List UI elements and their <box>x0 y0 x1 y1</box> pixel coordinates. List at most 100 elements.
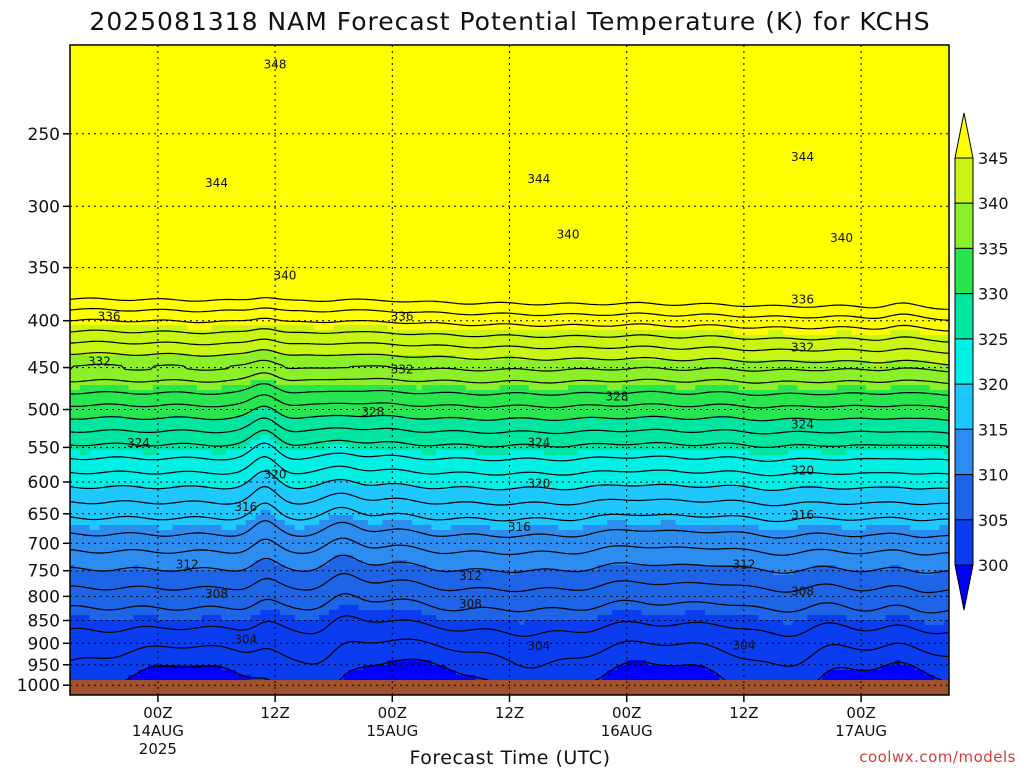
band-cell <box>104 575 110 581</box>
band-cell <box>104 70 110 76</box>
band-cell <box>250 135 257 141</box>
band-cell <box>148 190 154 196</box>
band-cell <box>128 125 135 131</box>
band-cell <box>157 580 164 586</box>
band-cell <box>113 670 120 676</box>
band-cell <box>187 670 193 676</box>
band-cell <box>74 245 81 251</box>
band-cell <box>74 135 81 141</box>
band-cell <box>182 305 188 311</box>
band-cell <box>211 270 218 276</box>
band-cell <box>74 285 81 291</box>
band-cell <box>172 465 179 471</box>
band-cell <box>245 115 252 121</box>
band-cell <box>138 245 144 251</box>
band-cell <box>138 660 144 666</box>
band-cell <box>211 515 218 521</box>
band-cell <box>192 285 198 291</box>
band-cell <box>182 130 188 136</box>
band-cell <box>196 420 203 426</box>
band-cell <box>74 405 81 411</box>
band-cell <box>182 140 188 146</box>
band-cell <box>167 520 174 526</box>
band-cell <box>128 50 135 56</box>
band-cell <box>70 230 76 236</box>
band-cell <box>196 655 203 661</box>
band-cell <box>70 635 76 641</box>
band-cell <box>172 620 179 626</box>
band-cell <box>84 245 91 251</box>
band-cell <box>89 320 96 326</box>
band-cell <box>153 335 159 341</box>
band-cell <box>162 655 169 661</box>
band-cell <box>109 565 115 571</box>
band-cell <box>245 130 252 136</box>
band-cell <box>250 85 257 91</box>
band-cell <box>236 490 242 496</box>
band-cell <box>201 545 208 551</box>
band-cell <box>177 260 183 266</box>
band-cell <box>192 120 198 126</box>
band-cell <box>211 220 218 226</box>
band-cell <box>162 165 169 171</box>
band-cell <box>153 220 159 226</box>
band-cell <box>182 350 188 356</box>
band-cell <box>245 590 252 596</box>
band-cell <box>245 150 252 156</box>
band-cell <box>231 360 237 366</box>
band-cell <box>206 245 213 251</box>
band-cell <box>148 60 154 66</box>
band-cell <box>177 95 183 101</box>
band-cell <box>148 75 154 81</box>
band-cell <box>172 200 179 206</box>
band-cell <box>211 605 218 611</box>
band-cell <box>99 325 105 331</box>
band-cell <box>128 635 135 641</box>
band-cell <box>113 75 120 81</box>
band-cell <box>245 210 252 216</box>
band-cell <box>177 425 183 431</box>
band-cell <box>157 485 164 491</box>
band-cell <box>79 530 86 536</box>
band-cell <box>113 655 120 661</box>
band-cell <box>113 60 120 66</box>
band-cell <box>104 90 110 96</box>
band-cell <box>148 520 154 526</box>
band-cell <box>221 290 227 296</box>
band-cell <box>211 415 218 421</box>
band-cell <box>133 140 139 146</box>
band-cell <box>201 405 208 411</box>
band-cell <box>231 200 237 206</box>
band-cell <box>118 430 125 436</box>
band-cell <box>70 115 76 121</box>
band-cell <box>226 85 232 91</box>
band-cell <box>153 480 159 486</box>
band-cell <box>162 420 169 426</box>
band-cell <box>172 540 179 546</box>
band-cell <box>148 200 154 206</box>
band-cell <box>196 435 203 441</box>
band-cell <box>201 415 208 421</box>
band-cell <box>89 140 96 146</box>
band-cell <box>162 90 169 96</box>
band-cell <box>89 270 96 276</box>
band-cell <box>113 455 120 461</box>
band-cell <box>143 535 149 541</box>
band-cell <box>128 560 135 566</box>
band-cell <box>70 295 76 301</box>
band-cell <box>157 535 164 541</box>
band-cell <box>240 300 247 306</box>
band-cell <box>84 70 91 76</box>
band-cell <box>99 70 105 76</box>
band-cell <box>231 240 237 246</box>
band-cell <box>84 205 91 211</box>
band-cell <box>99 310 105 316</box>
band-cell <box>148 115 154 121</box>
band-cell <box>94 135 100 141</box>
band-cell <box>99 665 105 671</box>
band-cell <box>113 165 120 171</box>
band-cell <box>99 460 105 466</box>
band-cell <box>187 140 193 146</box>
band-cell <box>133 635 139 641</box>
band-cell <box>79 555 86 561</box>
